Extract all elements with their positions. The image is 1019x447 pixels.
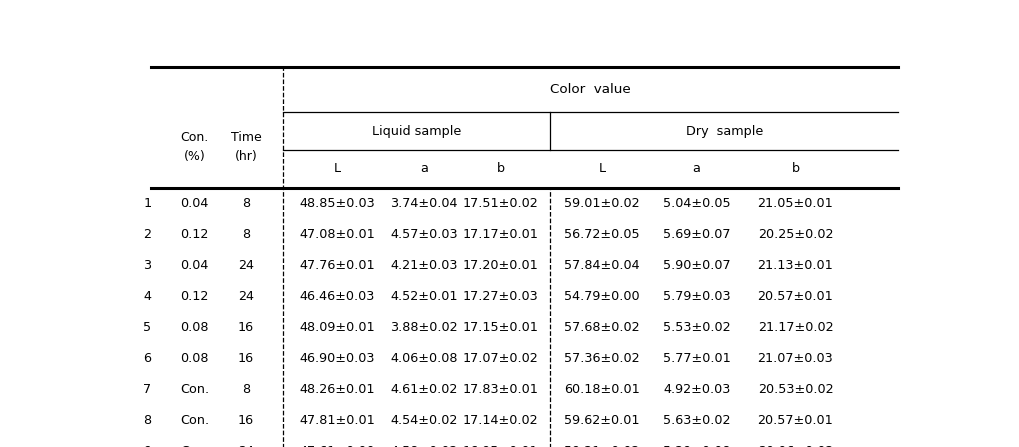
Text: 5.04±0.05: 5.04±0.05	[662, 197, 730, 210]
Text: 59.21±0.02: 59.21±0.02	[564, 445, 639, 447]
Text: 4: 4	[143, 290, 151, 303]
Text: 54.79±0.00: 54.79±0.00	[564, 290, 639, 303]
Text: 24: 24	[237, 259, 254, 272]
Text: 5.53±0.02: 5.53±0.02	[662, 321, 730, 334]
Text: Color  value: Color value	[550, 83, 631, 96]
Text: 5.69±0.07: 5.69±0.07	[662, 228, 730, 241]
Text: 17.15±0.01: 17.15±0.01	[463, 321, 538, 334]
Text: 46.46±0.03: 46.46±0.03	[299, 290, 374, 303]
Text: 8: 8	[242, 228, 250, 241]
Text: Con.: Con.	[180, 414, 209, 427]
Text: 16: 16	[237, 321, 254, 334]
Text: 0.04: 0.04	[180, 259, 209, 272]
Text: 59.62±0.01: 59.62±0.01	[564, 414, 639, 427]
Text: 47.61±0.00: 47.61±0.00	[299, 445, 374, 447]
Text: 2: 2	[143, 228, 151, 241]
Text: 17.20±0.01: 17.20±0.01	[463, 259, 538, 272]
Text: 21.17±0.02: 21.17±0.02	[757, 321, 833, 334]
Text: L: L	[333, 162, 340, 175]
Text: 5.63±0.02: 5.63±0.02	[662, 414, 730, 427]
Text: 0.08: 0.08	[180, 321, 209, 334]
Text: 0.08: 0.08	[180, 352, 209, 365]
Text: 46.90±0.03: 46.90±0.03	[299, 352, 374, 365]
Text: 24: 24	[237, 445, 254, 447]
Text: Con.: Con.	[180, 445, 209, 447]
Text: 47.76±0.01: 47.76±0.01	[299, 259, 374, 272]
Text: 57.84±0.04: 57.84±0.04	[564, 259, 639, 272]
Text: 17.83±0.01: 17.83±0.01	[463, 383, 538, 396]
Text: 48.09±0.01: 48.09±0.01	[299, 321, 374, 334]
Text: Liquid sample: Liquid sample	[372, 125, 461, 138]
Text: 8: 8	[242, 197, 250, 210]
Text: 4.92±0.03: 4.92±0.03	[662, 383, 730, 396]
Text: 1: 1	[143, 197, 151, 210]
Text: 0.12: 0.12	[180, 228, 209, 241]
Text: 57.68±0.02: 57.68±0.02	[564, 321, 639, 334]
Text: 59.01±0.02: 59.01±0.02	[564, 197, 639, 210]
Text: 20.57±0.01: 20.57±0.01	[757, 414, 833, 427]
Text: 0.04: 0.04	[180, 197, 209, 210]
Text: 4.57±0.03: 4.57±0.03	[389, 228, 458, 241]
Text: 60.18±0.01: 60.18±0.01	[564, 383, 639, 396]
Text: 4.06±0.08: 4.06±0.08	[390, 352, 458, 365]
Text: 16: 16	[237, 414, 254, 427]
Text: 47.81±0.01: 47.81±0.01	[299, 414, 375, 427]
Text: 20.06±0.02: 20.06±0.02	[757, 445, 833, 447]
Text: 4.52±0.01: 4.52±0.01	[390, 290, 458, 303]
Text: 47.08±0.01: 47.08±0.01	[299, 228, 375, 241]
Text: a: a	[420, 162, 427, 175]
Text: 5.29±0.08: 5.29±0.08	[662, 445, 730, 447]
Text: 5.90±0.07: 5.90±0.07	[662, 259, 730, 272]
Text: a: a	[692, 162, 700, 175]
Text: 16.95±0.01: 16.95±0.01	[463, 445, 538, 447]
Text: b: b	[791, 162, 799, 175]
Text: 4.58±0.02: 4.58±0.02	[390, 445, 458, 447]
Text: 3.74±0.04: 3.74±0.04	[390, 197, 458, 210]
Text: (hr): (hr)	[234, 150, 257, 164]
Text: 17.07±0.02: 17.07±0.02	[463, 352, 538, 365]
Text: 3: 3	[143, 259, 151, 272]
Text: 21.07±0.03: 21.07±0.03	[757, 352, 833, 365]
Text: L: L	[598, 162, 604, 175]
Text: (%): (%)	[183, 150, 206, 164]
Text: 4.21±0.03: 4.21±0.03	[390, 259, 458, 272]
Text: 0.12: 0.12	[180, 290, 209, 303]
Text: 5.77±0.01: 5.77±0.01	[662, 352, 730, 365]
Text: 21.05±0.01: 21.05±0.01	[757, 197, 833, 210]
Text: b: b	[496, 162, 504, 175]
Text: Con.: Con.	[180, 383, 209, 396]
Text: 3.88±0.02: 3.88±0.02	[389, 321, 458, 334]
Text: 17.14±0.02: 17.14±0.02	[463, 414, 538, 427]
Text: 20.57±0.01: 20.57±0.01	[757, 290, 833, 303]
Text: 17.17±0.01: 17.17±0.01	[463, 228, 538, 241]
Text: 5.79±0.03: 5.79±0.03	[662, 290, 730, 303]
Text: 17.51±0.02: 17.51±0.02	[463, 197, 538, 210]
Text: 48.85±0.03: 48.85±0.03	[299, 197, 375, 210]
Text: 7: 7	[143, 383, 151, 396]
Text: 4.54±0.02: 4.54±0.02	[390, 414, 458, 427]
Text: 24: 24	[237, 290, 254, 303]
Text: 48.26±0.01: 48.26±0.01	[299, 383, 374, 396]
Text: 20.53±0.02: 20.53±0.02	[757, 383, 833, 396]
Text: 8: 8	[242, 383, 250, 396]
Text: Dry  sample: Dry sample	[685, 125, 762, 138]
Text: 16: 16	[237, 352, 254, 365]
Text: 21.13±0.01: 21.13±0.01	[757, 259, 833, 272]
Text: 56.72±0.05: 56.72±0.05	[564, 228, 639, 241]
Text: 8: 8	[143, 414, 151, 427]
Text: 57.36±0.02: 57.36±0.02	[564, 352, 639, 365]
Text: Time: Time	[230, 131, 261, 144]
Text: Con.: Con.	[180, 131, 209, 144]
Text: 17.27±0.03: 17.27±0.03	[463, 290, 538, 303]
Text: 4.61±0.02: 4.61±0.02	[390, 383, 458, 396]
Text: 5: 5	[143, 321, 151, 334]
Text: 9: 9	[143, 445, 151, 447]
Text: 6: 6	[143, 352, 151, 365]
Text: 20.25±0.02: 20.25±0.02	[757, 228, 833, 241]
